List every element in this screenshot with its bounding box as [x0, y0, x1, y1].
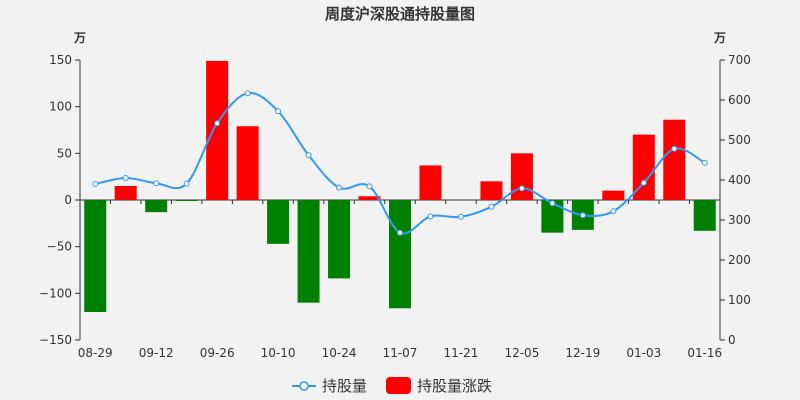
right-tick-label: 400: [728, 173, 751, 187]
x-tick-label: 08-29: [78, 346, 113, 360]
right-tick-label: 100: [728, 293, 751, 307]
x-tick-label: 12-05: [504, 346, 539, 360]
line-point: [610, 208, 617, 215]
axes: 150100500−50−100−15070060050040030020010…: [39, 53, 751, 360]
line-point: [549, 200, 556, 207]
bar: [358, 196, 381, 200]
bar: [389, 200, 411, 309]
legend-line-marker-icon: [299, 381, 309, 391]
line-point: [183, 180, 190, 187]
bar: [175, 200, 198, 201]
legend-bar-icon: [386, 377, 411, 394]
legend: 持股量 持股量涨跌: [292, 377, 492, 395]
bar: [206, 60, 229, 200]
left-unit-label: 万: [73, 31, 86, 45]
left-tick-label: 150: [49, 53, 72, 67]
line-point: [701, 159, 708, 166]
line-point: [214, 120, 221, 127]
left-tick-label: −100: [39, 286, 72, 300]
x-tick-label: 01-16: [687, 346, 722, 360]
line-point: [336, 184, 343, 191]
legend-bar-label: 持股量涨跌: [417, 377, 492, 395]
left-tick-label: 100: [49, 100, 72, 114]
right-tick-label: 700: [728, 53, 751, 67]
bar: [602, 190, 625, 200]
x-tick-label: 11-07: [383, 346, 418, 360]
line-point: [122, 175, 129, 181]
right-tick-label: 200: [728, 253, 751, 267]
bar: [510, 153, 533, 200]
left-tick-label: 50: [57, 146, 72, 160]
x-tick-label: 09-26: [200, 346, 235, 360]
bar: [663, 119, 686, 200]
bar: [480, 181, 503, 200]
left-tick-label: −150: [39, 333, 72, 347]
line-point: [640, 179, 647, 186]
bar: [267, 200, 290, 244]
right-unit-label: 万: [713, 31, 726, 45]
bar: [84, 200, 107, 312]
x-tick-label: 10-10: [261, 346, 296, 360]
left-tick-label: −50: [47, 240, 72, 254]
bar: [632, 134, 655, 200]
line-point: [427, 213, 434, 220]
line-series: [92, 90, 708, 236]
line-point: [244, 90, 251, 97]
bar: [693, 200, 716, 231]
bar: [236, 126, 259, 200]
bar: [328, 200, 351, 279]
legend-line-label: 持股量: [322, 377, 367, 395]
x-tick-label: 01-03: [626, 346, 661, 360]
line-point: [153, 180, 160, 187]
line-point: [518, 185, 525, 192]
line-point: [457, 213, 464, 220]
line-point: [92, 181, 99, 187]
bar: [541, 200, 564, 233]
line-point: [579, 212, 586, 219]
x-tick-label: 10-24: [322, 346, 357, 360]
left-tick-label: 0: [64, 193, 72, 207]
line-point: [366, 183, 373, 190]
x-tick-label: 11-21: [444, 346, 479, 360]
line-point: [671, 145, 678, 152]
bars-series: [84, 60, 716, 312]
bar: [297, 200, 320, 303]
line-point: [275, 108, 282, 115]
bar: [419, 165, 442, 200]
right-tick-label: 600: [728, 93, 751, 107]
right-tick-label: 500: [728, 133, 751, 147]
bar: [114, 186, 137, 200]
line-point: [488, 203, 495, 210]
line-point: [397, 229, 403, 236]
chart-title: 周度沪深股通持股量图: [325, 5, 475, 23]
line-point: [305, 152, 312, 159]
x-tick-label: 12-19: [565, 346, 600, 360]
right-tick-label: 0: [728, 333, 736, 347]
x-tick-label: 09-12: [139, 346, 174, 360]
right-tick-label: 300: [728, 213, 751, 227]
bar: [145, 200, 168, 213]
